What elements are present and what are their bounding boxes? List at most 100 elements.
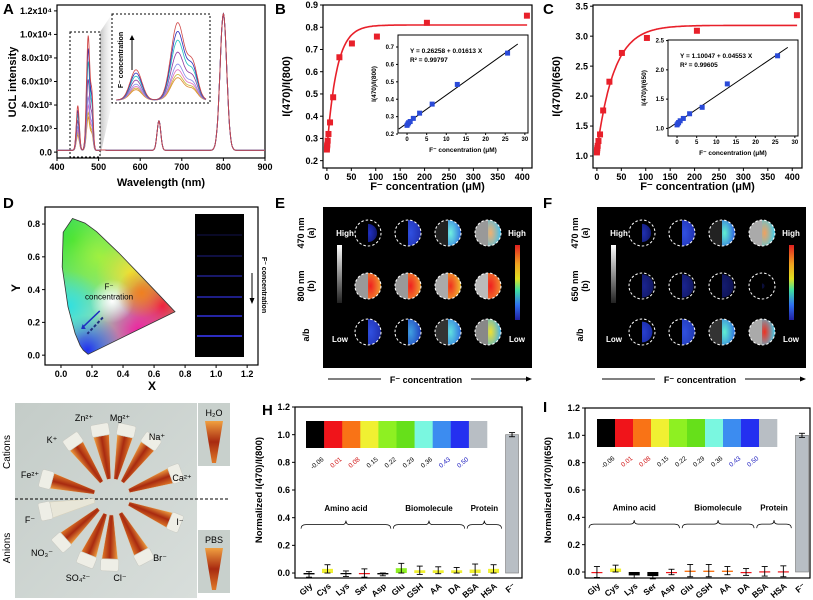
inset-data-point bbox=[429, 101, 435, 107]
well-outline bbox=[708, 272, 736, 300]
y-tick-label: 0.6 bbox=[27, 252, 40, 262]
color-half-image bbox=[488, 273, 501, 299]
tube bbox=[90, 422, 112, 480]
y-tick-label: 0.0 bbox=[567, 567, 580, 577]
control-label: H₂O bbox=[206, 408, 223, 418]
color-half-image bbox=[762, 319, 775, 345]
colorbar-cell bbox=[342, 421, 361, 448]
colorbar-cell bbox=[633, 419, 652, 447]
x-tick-label: 600 bbox=[133, 162, 148, 172]
x-tick-label: 300 bbox=[466, 172, 481, 182]
data-point bbox=[336, 54, 343, 61]
data-point bbox=[693, 27, 700, 34]
y-tick-label: 1.2 bbox=[277, 402, 290, 412]
gray-half-image bbox=[475, 319, 488, 345]
row-label: 470 nm bbox=[296, 217, 306, 248]
group-brace bbox=[392, 520, 466, 529]
colorbar-cell bbox=[723, 419, 742, 447]
y-tick-label: 0.2 bbox=[27, 318, 40, 328]
anion-label: Br⁻ bbox=[153, 553, 167, 563]
color-half-image bbox=[642, 274, 654, 298]
panel-letter: H bbox=[262, 402, 273, 419]
scale-low-label: Low bbox=[783, 335, 800, 344]
data-point bbox=[597, 131, 604, 138]
colorbar-label: 0.36 bbox=[710, 455, 724, 469]
y-axis-title: Y bbox=[9, 284, 23, 292]
x-tick-label: 400 bbox=[49, 162, 64, 172]
data-point bbox=[324, 137, 331, 144]
x-category-label: BSA bbox=[750, 581, 770, 600]
y-tick-label: 0.2 bbox=[386, 132, 395, 138]
colorbar-cell bbox=[597, 419, 616, 447]
inset-data-point bbox=[699, 104, 705, 110]
y-tick-label: 2.0 bbox=[656, 68, 665, 74]
well-outline bbox=[668, 272, 696, 300]
row-label: 800 nm bbox=[296, 270, 306, 301]
panel-letter: B bbox=[275, 1, 286, 18]
scale-low-label: Low bbox=[606, 335, 623, 344]
data-point bbox=[373, 33, 380, 40]
gray-scale-bar bbox=[611, 245, 616, 303]
group-label: Protein bbox=[760, 503, 788, 512]
concentration-axis-label: F⁻ concentration bbox=[664, 375, 736, 385]
anion-label: I⁻ bbox=[176, 517, 184, 527]
x-tick-label: 50 bbox=[346, 172, 356, 182]
y-tick-label: 0.4 bbox=[386, 97, 395, 103]
tube bbox=[76, 512, 108, 569]
x-category-label: Lys bbox=[622, 581, 640, 598]
well-outline bbox=[708, 318, 736, 346]
x-axis-title: F⁻ concentration (μM) bbox=[370, 181, 485, 193]
x-tick-label: 200 bbox=[417, 172, 432, 182]
dashed-arrow-icon bbox=[86, 316, 104, 335]
group-label: Amino acid bbox=[613, 503, 656, 512]
y-tick-label: 0.7 bbox=[305, 45, 318, 55]
x-tick-label: 20 bbox=[752, 140, 759, 146]
inset-x-axis-title: F⁻ concentration (μM) bbox=[699, 150, 767, 157]
well-outline bbox=[434, 272, 462, 300]
gray-half-image bbox=[435, 220, 448, 246]
arrow-head-icon bbox=[526, 376, 532, 382]
plot-frame bbox=[584, 407, 811, 579]
y-tick-label: 0.4 bbox=[567, 512, 580, 522]
well-outline bbox=[668, 318, 696, 346]
x-category-label: DA bbox=[736, 581, 752, 597]
data-point bbox=[594, 142, 601, 149]
x-tick-label: 10 bbox=[443, 137, 450, 143]
cation-label: Fe²⁺ bbox=[21, 470, 40, 480]
colorbar-label: 0.50 bbox=[456, 456, 470, 470]
x-tick-label: 0 bbox=[675, 140, 679, 146]
group-brace bbox=[681, 520, 755, 529]
inset-y-axis-title: I(470)/I(650) bbox=[641, 70, 648, 106]
tube bbox=[37, 498, 96, 522]
colorbar-cell bbox=[669, 419, 688, 447]
colorbar-label: 0.15 bbox=[656, 455, 670, 469]
data-point bbox=[606, 78, 613, 85]
concentration-axis-label: F⁻ concentration bbox=[390, 375, 462, 385]
y-tick-label: 0.2 bbox=[305, 156, 318, 166]
color-half-image bbox=[368, 223, 378, 243]
scale-high-label: High bbox=[610, 229, 628, 238]
gray-half-image bbox=[709, 220, 722, 246]
arrow-icon bbox=[82, 310, 101, 328]
bar bbox=[795, 435, 809, 573]
group-label: Amino acid bbox=[324, 504, 367, 513]
x-category-label: AA bbox=[428, 581, 444, 597]
x-tick-label: 30 bbox=[522, 137, 529, 143]
control-tube bbox=[205, 421, 223, 463]
gray-half-image bbox=[435, 319, 448, 345]
anion-label: Cl⁻ bbox=[113, 573, 126, 583]
tube-cap bbox=[62, 431, 84, 451]
gray-half-image bbox=[709, 319, 722, 345]
cation-label: K⁺ bbox=[47, 435, 58, 445]
color-scale-bar bbox=[515, 245, 520, 320]
y-tick-label: 1.0x10⁴ bbox=[20, 30, 52, 40]
y-tick-label: 1.0 bbox=[575, 151, 588, 161]
colorbar-label: -0.06 bbox=[310, 456, 326, 471]
group-label: Protein bbox=[471, 504, 499, 513]
x-category-label: GSH bbox=[694, 581, 715, 600]
colorbar-cell bbox=[687, 419, 706, 447]
x-tick-label: 500 bbox=[91, 162, 106, 172]
colorbar-label: 0.22 bbox=[384, 456, 398, 470]
y-tick-label: 8.0x10³ bbox=[21, 53, 52, 63]
y-axis-title: UCL intensity bbox=[7, 46, 19, 118]
